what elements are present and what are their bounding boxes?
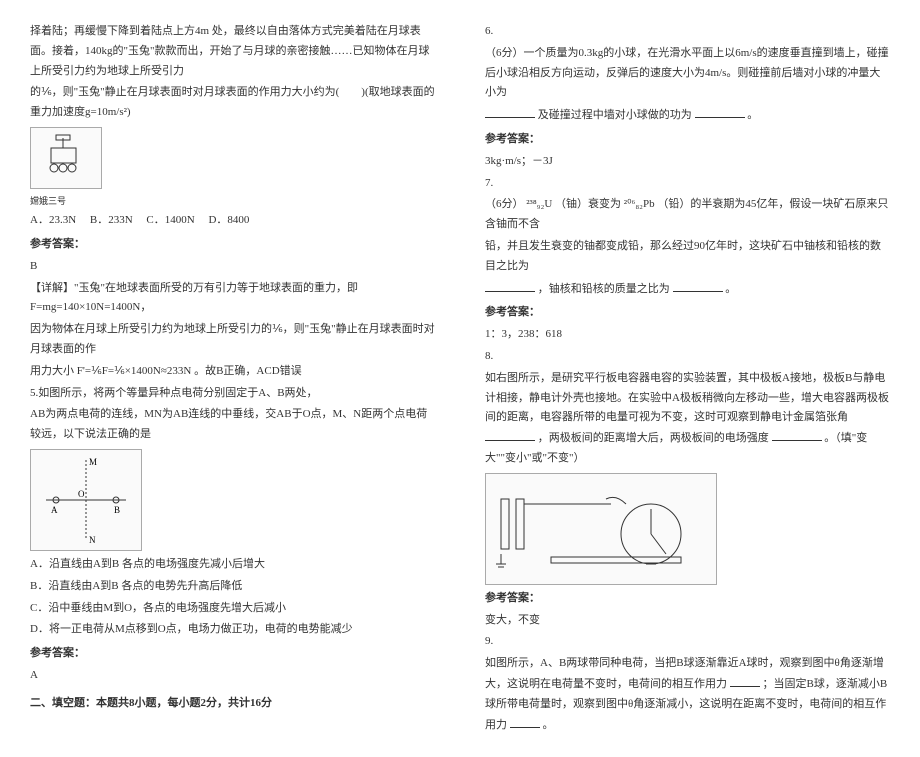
answer-7: 1：3，238：618 — [485, 325, 890, 345]
explain-4-2: 因为物体在月球上所受引力约为地球上所受引力的⅙，则"玉兔"静止在月球表面时对月球… — [30, 320, 435, 360]
two-column-layout: 择着陆；再缓慢下降到着陆点上方4m 处，最终以自由落体方式完美着陆在月球表面。接… — [30, 20, 890, 737]
svg-text:N: N — [89, 535, 96, 545]
q6-num: 6. — [485, 22, 890, 42]
answer-label-5: 参考答案： — [30, 644, 435, 664]
q6-body: （6分）一个质量为0.3kg的小球，在光滑水平面上以6m/s的速度垂直撞到墙上，… — [485, 44, 890, 103]
q5-optC: C．沿中垂线由M到O，各点的电场强度先增大后减小 — [30, 599, 435, 619]
explain-4-1: 【详解】"玉兔"在地球表面所受的万有引力等于地球表面的重力，即F=mg=140×… — [30, 279, 435, 319]
right-column: 6. （6分）一个质量为0.3kg的小球，在光滑水平面上以6m/s的速度垂直撞到… — [485, 20, 890, 737]
q5-stem-1: 5.如图所示，将两个等量异种点电荷分别固定于A、B两处， — [30, 384, 435, 404]
q4-optC: C．1400N — [146, 214, 194, 226]
q8-body: 如右图所示，是研究平行板电容器电容的实验装置，其中极板A接地，极板B与静电计相接… — [485, 369, 890, 469]
svg-text:B: B — [114, 505, 120, 515]
blank — [485, 105, 535, 118]
answer-label-4: 参考答案： — [30, 235, 435, 255]
rover-caption: 嫦娥三号 — [30, 193, 435, 209]
q5-stem-2: AB为两点电荷的连线，MN为AB连线的中垂线，交AB于O点，M、N距两个点电荷较… — [30, 405, 435, 445]
answer-8: 变大，不变 — [485, 611, 890, 631]
svg-text:O: O — [78, 489, 85, 499]
q7-body-3: ，铀核和铅核的质量之比为 。 — [485, 279, 890, 300]
answer-4: B — [30, 257, 435, 277]
q9-num: 9. — [485, 632, 890, 652]
q4-intro-2: 的⅙，则"玉兔"静止在月球表面时对月球表面的作用力大小约为( )(取地球表面的重… — [30, 83, 435, 123]
q4-options: A．23.3N B．233N C．1400N D．8400 — [30, 211, 435, 231]
blank — [730, 674, 760, 687]
blank — [673, 279, 723, 292]
q7-body: （6分） ²³⁸₉₂U （铀）衰变为 ²⁰⁶₈₂Pb （铅）的半衰期为45亿年，… — [485, 195, 890, 235]
q4-optA: A．23.3N — [30, 214, 76, 226]
q4-optD: D．8400 — [208, 214, 249, 226]
rover-image — [30, 127, 102, 189]
blank — [485, 279, 535, 292]
q5-diagram: A B M N O — [30, 449, 142, 551]
q7-body-2: 铅，并且发生衰变的铀都变成铅，那么经过90亿年时，这块矿石中铀核和铅核的数目之比… — [485, 237, 890, 277]
blank — [510, 715, 540, 728]
q6-body-2: 及碰撞过程中墙对小球做的功为 。 — [485, 105, 890, 126]
answer-label-8: 参考答案： — [485, 589, 890, 609]
svg-text:A: A — [51, 505, 58, 515]
blank — [485, 428, 535, 441]
blank — [772, 428, 822, 441]
left-column: 择着陆；再缓慢下降到着陆点上方4m 处，最终以自由落体方式完美着陆在月球表面。接… — [30, 20, 435, 737]
blank — [695, 105, 745, 118]
section-2-header: 二、填空题：本题共8小题，每小题2分，共计16分 — [30, 694, 435, 714]
q5-optD: D．将一正电荷从M点移到O点，电场力做正功，电荷的电势能减少 — [30, 620, 435, 640]
q5-optB: B．沿直线由A到B 各点的电势先升高后降低 — [30, 577, 435, 597]
q5-optA: A．沿直线由A到B 各点的电场强度先减小后增大 — [30, 555, 435, 575]
q8-num: 8. — [485, 347, 890, 367]
answer-label-7: 参考答案： — [485, 303, 890, 323]
q4-intro-1: 择着陆；再缓慢下降到着陆点上方4m 处，最终以自由落体方式完美着陆在月球表面。接… — [30, 22, 435, 81]
answer-5: A — [30, 666, 435, 686]
explain-4-3: 用力大小 F'=⅙F=⅙×1400N≈233N 。故B正确，ACD错误 — [30, 362, 435, 382]
q4-optB: B．233N — [90, 214, 133, 226]
q7-num: 7. — [485, 174, 890, 194]
svg-text:M: M — [89, 457, 97, 467]
q8-diagram — [485, 473, 717, 585]
q9-body: 如图所示，A、B两球带同种电荷，当把B球逐渐靠近A球时，观察到图中θ角逐渐增大，… — [485, 654, 890, 735]
answer-label-6: 参考答案： — [485, 130, 890, 150]
answer-6: 3kg·m/s；－3J — [485, 152, 890, 172]
